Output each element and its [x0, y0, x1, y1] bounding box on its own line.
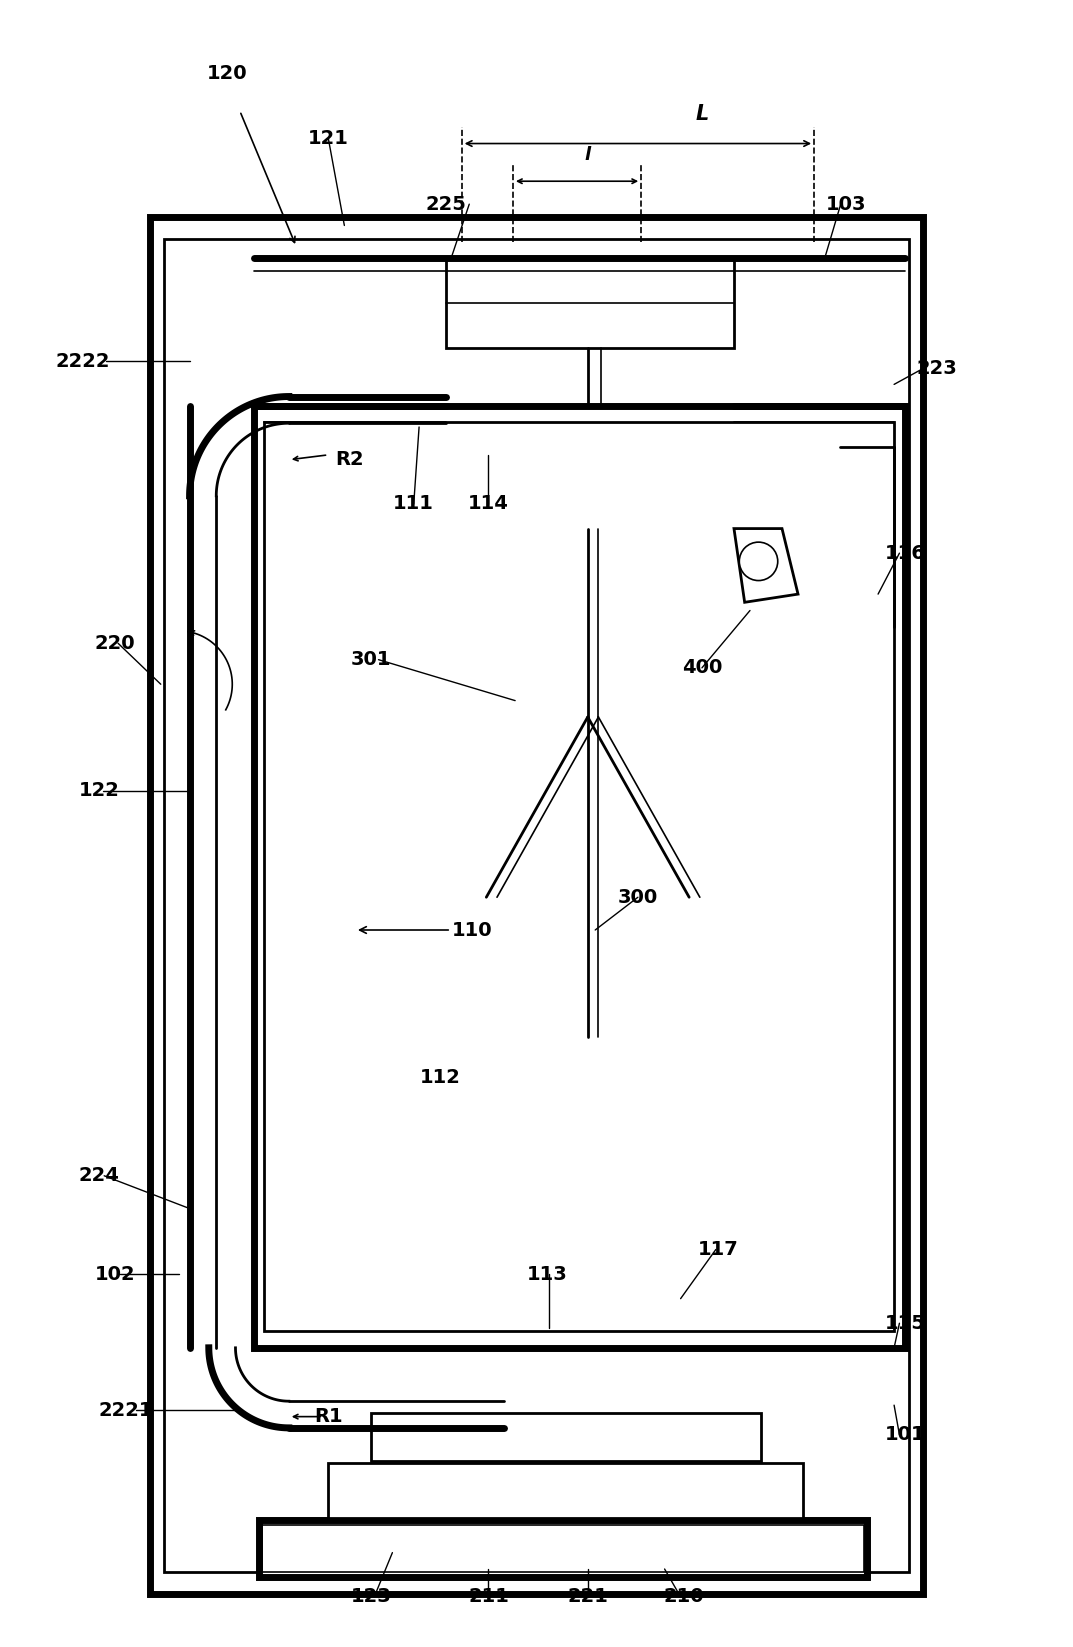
Text: l: l	[585, 147, 591, 165]
Text: 400: 400	[681, 659, 722, 677]
Polygon shape	[734, 529, 798, 603]
Circle shape	[739, 542, 778, 580]
Text: 120: 120	[207, 64, 247, 82]
Text: 101: 101	[884, 1425, 925, 1444]
Text: 211: 211	[468, 1588, 509, 1606]
Bar	[259, 1520, 867, 1578]
Text: 116: 116	[884, 544, 925, 563]
Text: 110: 110	[452, 921, 493, 939]
Text: R2: R2	[336, 450, 364, 469]
Bar	[328, 1463, 804, 1519]
Text: 300: 300	[618, 888, 658, 907]
Bar	[371, 1413, 761, 1461]
Text: 223: 223	[916, 359, 957, 377]
Bar	[264, 422, 894, 1331]
Text: 115: 115	[884, 1314, 925, 1332]
Bar	[445, 259, 734, 349]
Text: 221: 221	[568, 1588, 608, 1606]
Text: 112: 112	[420, 1067, 461, 1087]
Text: R1: R1	[314, 1407, 342, 1426]
Text: 301: 301	[351, 651, 392, 669]
Text: 2221: 2221	[99, 1400, 152, 1420]
Text: 123: 123	[351, 1588, 392, 1606]
Bar	[253, 405, 905, 1347]
Text: 224: 224	[78, 1166, 119, 1186]
Text: 122: 122	[78, 781, 119, 800]
Text: 210: 210	[663, 1588, 704, 1606]
Text: 102: 102	[94, 1265, 135, 1283]
Text: 114: 114	[468, 494, 509, 514]
Bar	[150, 217, 923, 1594]
Text: L: L	[695, 104, 708, 124]
Text: 113: 113	[527, 1265, 568, 1283]
Text: 220: 220	[94, 634, 135, 652]
Text: 121: 121	[308, 128, 349, 148]
Text: 111: 111	[394, 494, 435, 514]
Bar	[262, 1525, 864, 1573]
Text: 117: 117	[697, 1240, 738, 1258]
Text: 2222: 2222	[56, 352, 111, 371]
Bar	[164, 239, 909, 1573]
Text: 103: 103	[826, 194, 866, 214]
Text: 225: 225	[425, 194, 466, 214]
